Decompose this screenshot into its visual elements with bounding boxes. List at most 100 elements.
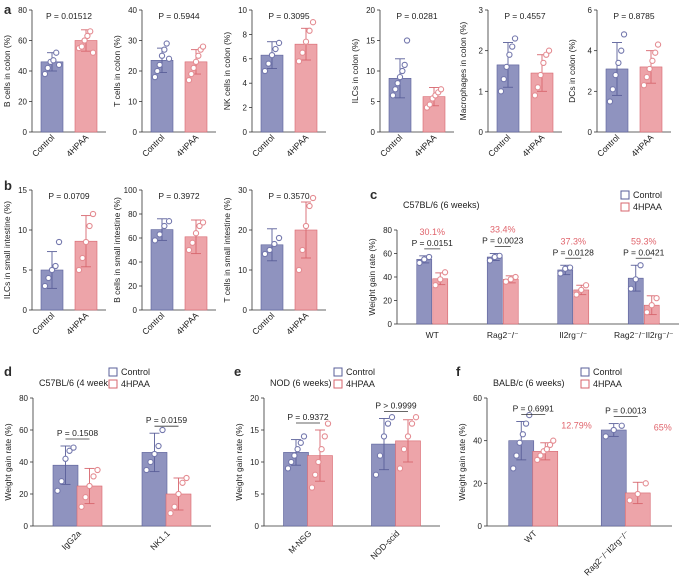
chart-b2-marks: Control 4HPAA P = 0.3972 bbox=[140, 191, 208, 337]
p-value-label: P = 0.0421 bbox=[623, 247, 664, 257]
y-tick-label: 0 bbox=[255, 522, 260, 531]
data-point bbox=[543, 446, 550, 453]
data-point bbox=[389, 92, 397, 99]
data-point bbox=[497, 88, 505, 95]
y-tick-label: 10 bbox=[238, 6, 247, 15]
y-tick-label: 2 bbox=[479, 47, 484, 56]
data-point bbox=[192, 58, 200, 65]
data-point bbox=[618, 47, 625, 54]
data-point bbox=[534, 456, 541, 464]
legend-swatch-control bbox=[580, 367, 590, 377]
chart-b3-marks: Control 4HPAA P = 0.3570 bbox=[250, 191, 318, 337]
data-point bbox=[315, 458, 322, 466]
x-tick-label: Rag2⁻/⁻Il2rg⁻/⁻ bbox=[582, 528, 632, 578]
p-value-label: P > 0.9999 bbox=[375, 400, 416, 410]
data-point bbox=[161, 222, 168, 230]
data-point bbox=[578, 286, 585, 294]
data-point bbox=[261, 250, 269, 258]
data-point bbox=[401, 61, 408, 69]
y-tick-label: 0 bbox=[243, 306, 248, 315]
y-tick-label: 15 bbox=[18, 186, 27, 195]
chart-a4-marks: Control 4HPAA P = 0.0281 bbox=[378, 11, 446, 159]
data-point bbox=[648, 302, 655, 309]
data-point bbox=[45, 274, 52, 282]
chart-title: C57BL/6 (6 weeks) bbox=[403, 200, 480, 210]
data-point bbox=[143, 466, 150, 474]
data-point bbox=[302, 38, 310, 45]
data-point bbox=[165, 218, 173, 225]
data-point bbox=[266, 246, 273, 254]
data-point bbox=[167, 510, 174, 517]
y-tick-label: 60 bbox=[473, 394, 482, 403]
panel-label-e: e bbox=[234, 364, 241, 379]
x-tick-label: Control bbox=[486, 132, 513, 159]
data-point bbox=[294, 446, 301, 453]
data-point bbox=[537, 71, 544, 79]
data-point bbox=[426, 101, 433, 108]
y-axis-label: ILCs in small intestine (%) bbox=[2, 201, 12, 299]
data-point bbox=[299, 49, 306, 56]
y-axis-label: ILCs in colon (%) bbox=[350, 38, 360, 103]
data-point bbox=[90, 473, 97, 480]
y-tick-label: 4 bbox=[243, 79, 248, 88]
data-point bbox=[189, 239, 196, 246]
data-point bbox=[425, 253, 433, 261]
data-point bbox=[86, 482, 93, 490]
chart-title: C57BL/6 (4 weeks) bbox=[39, 378, 116, 388]
y-tick-label: 60 bbox=[18, 37, 27, 46]
data-point bbox=[79, 254, 86, 262]
x-tick-label: 4HPAA bbox=[520, 132, 547, 159]
data-point bbox=[156, 231, 163, 238]
y-tick-label: 5 bbox=[255, 490, 260, 499]
x-tick-label: 4HPAA bbox=[412, 132, 439, 159]
x-tick-label: IgG2a bbox=[59, 528, 83, 552]
y-tick-label: 40 bbox=[19, 458, 28, 467]
data-point bbox=[403, 37, 411, 44]
data-point bbox=[399, 67, 406, 75]
percent-change-label: 30.1% bbox=[419, 227, 445, 237]
data-point bbox=[306, 202, 313, 210]
y-axis-label: Weight gain rate (%) bbox=[234, 423, 244, 500]
x-tick-label: Control bbox=[140, 310, 167, 337]
data-point bbox=[188, 70, 195, 78]
data-point bbox=[408, 420, 416, 427]
data-point bbox=[643, 73, 650, 81]
legend-swatch-4hpaa bbox=[620, 202, 630, 212]
data-point bbox=[190, 64, 197, 72]
p-value-label: P = 0.3095 bbox=[268, 11, 309, 21]
data-point bbox=[312, 471, 319, 478]
y-tick-label: 0 bbox=[23, 306, 28, 315]
x-tick-label: 4HPAA bbox=[64, 132, 91, 159]
percent-change-label: 12.79% bbox=[561, 420, 592, 430]
p-value-label: P = 0.0709 bbox=[48, 191, 89, 201]
data-point bbox=[506, 51, 513, 58]
data-point bbox=[620, 31, 628, 38]
data-point bbox=[540, 59, 547, 67]
data-point bbox=[86, 222, 93, 230]
data-point bbox=[78, 503, 85, 510]
x-tick-label: Control bbox=[595, 132, 622, 159]
x-tick-label: Control bbox=[250, 132, 277, 159]
y-tick-label: 100 bbox=[124, 186, 138, 195]
x-tick-label: NK1.1 bbox=[148, 528, 172, 552]
x-tick-label: 4HPAA bbox=[64, 310, 91, 337]
data-point bbox=[324, 420, 332, 427]
bar bbox=[600, 429, 627, 527]
data-point bbox=[632, 276, 639, 283]
p-value-label: P = 0.3570 bbox=[268, 191, 309, 201]
y-tick-label: 20 bbox=[19, 490, 28, 499]
y-tick-label: 10 bbox=[250, 458, 259, 467]
y-tick-label: 60 bbox=[128, 234, 137, 243]
data-point bbox=[618, 422, 625, 429]
x-tick-label: Rag2⁻/⁻Il2rg⁻/⁻ bbox=[614, 330, 674, 340]
data-point bbox=[512, 273, 519, 281]
data-point bbox=[640, 82, 648, 89]
data-point bbox=[652, 49, 659, 56]
y-tick-label: 6 bbox=[243, 55, 248, 64]
x-tick-label: Control bbox=[250, 310, 277, 337]
bar bbox=[52, 464, 79, 527]
y-tick-label: 30 bbox=[238, 186, 247, 195]
bar bbox=[486, 256, 503, 325]
